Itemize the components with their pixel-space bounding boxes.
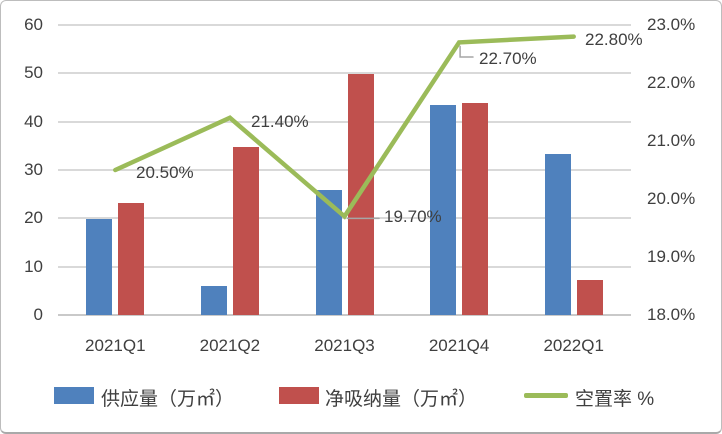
x-axis-label-2021Q4: 2021Q4 [428,336,490,355]
left-axis-tick: 60 [24,15,43,34]
gridline [58,265,631,268]
left-axis-tick: 30 [24,160,43,179]
absorption-bar-2022Q1[interactable] [576,279,603,315]
legend-line-icon [524,393,568,398]
left-axis-tick: 10 [24,256,43,276]
absorption-bar-2021Q3[interactable] [347,73,374,315]
gridline [58,72,631,75]
legend-label-vacancy: 空置率 % [575,389,655,410]
left-axis-tick: 0 [33,305,43,324]
legend-label-absorption: 净吸纳量（万㎡） [325,389,478,410]
absorption-bar-2021Q4[interactable] [462,102,489,315]
absorption-bar-2021Q1[interactable] [118,202,145,315]
right-axis-tick: 22.0% [647,73,696,92]
vacancy-data-label: 19.70% [384,207,442,226]
left-axis-tick: 40 [24,111,43,131]
absorption-bar-2021Q2[interactable] [232,146,259,315]
supply-bar-2022Q1[interactable] [544,153,571,315]
right-axis-tick: 19.0% [647,247,696,266]
gridline [58,24,631,26]
vacancy-data-label: 22.80% [585,30,643,49]
gridline [58,314,631,316]
vacancy-data-label: 20.50% [136,163,194,182]
supply-bar-2021Q3[interactable] [315,190,342,315]
x-axis-label-2021Q1: 2021Q1 [85,336,146,355]
x-axis-label-2021Q2: 2021Q2 [199,336,261,355]
right-axis-tick: 23.0% [647,15,696,34]
legend-swatch-icon [279,387,319,404]
right-axis-tick: 21.0% [647,131,696,150]
right-axis-tick: 18.0% [647,305,696,324]
x-axis-label-2022Q1: 2022Q1 [543,336,604,355]
legend-swatch-icon [54,387,94,404]
supply-bar-2021Q2[interactable] [200,286,227,315]
label-leader-line [459,45,474,58]
right-axis-tick: 20.0% [647,189,696,208]
legend-label-supply: 供应量（万㎡） [101,389,235,410]
vacancy-data-label: 21.40% [251,112,309,131]
left-axis-tick: 50 [24,63,43,83]
gridline [58,120,631,123]
supply-bar-2021Q1[interactable] [86,219,113,315]
left-axis-tick: 20 [24,208,43,228]
x-axis-label-2021Q3: 2021Q3 [314,336,375,355]
vacancy-data-label: 22.70% [479,49,537,68]
